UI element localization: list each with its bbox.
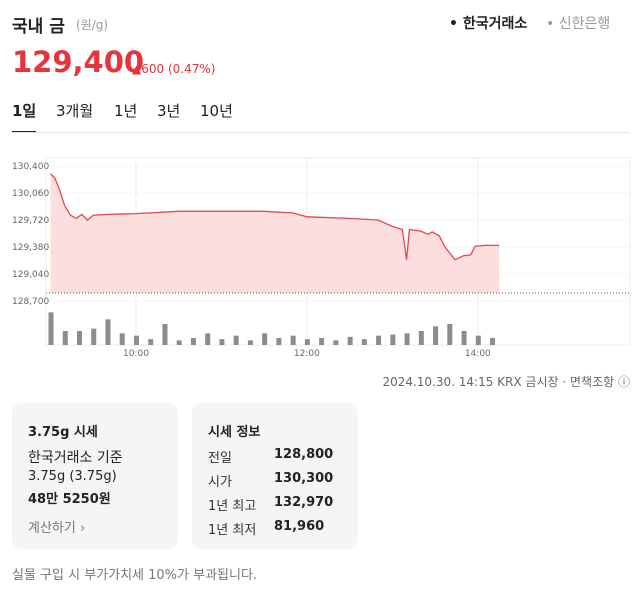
volume-bar xyxy=(133,335,139,345)
volume-bar xyxy=(361,339,367,345)
change-value: 600 xyxy=(141,62,165,76)
tab[interactable]: 1일 xyxy=(12,102,37,120)
source-option[interactable]: • 신한은행 xyxy=(546,16,611,32)
card-title: 3.75g 시세 xyxy=(28,425,98,440)
basis: 한국거래소 기준 xyxy=(28,450,123,466)
divider xyxy=(12,132,630,133)
y-tick-label: 129,040 xyxy=(12,270,49,280)
volume-bar xyxy=(475,335,481,345)
volume-bar xyxy=(333,340,339,345)
unit: (원/g) xyxy=(76,18,109,32)
volume-bar xyxy=(62,331,68,345)
disclaimer[interactable]: 면책조항 xyxy=(570,375,615,389)
volume-bar xyxy=(461,331,467,345)
volume-bar xyxy=(162,324,168,345)
x-tick-label: 14:00 xyxy=(465,349,491,359)
change-pct: (0.47%) xyxy=(167,62,216,76)
source: 한국거래소 xyxy=(462,16,528,32)
volume-bar xyxy=(105,319,111,345)
volume-bar xyxy=(91,328,97,345)
y-tick-label: 129,380 xyxy=(12,243,49,253)
title: 국내 금 xyxy=(12,17,65,37)
row-value: 130,300 xyxy=(274,471,334,486)
y-tick-label: 129,720 xyxy=(12,216,49,226)
volume-bar xyxy=(319,338,325,345)
row-value: 132,970 xyxy=(274,495,334,510)
volume-bar xyxy=(233,335,239,345)
volume-bar xyxy=(433,326,439,345)
area xyxy=(50,173,500,294)
volume-bar xyxy=(176,340,182,345)
volume-bar xyxy=(219,339,225,345)
y-tick-label: 130,400 xyxy=(12,162,49,172)
chart: 10:00 12:00 14:00 130,400 130,060 129,720 129,… xyxy=(12,157,631,359)
volume-bar xyxy=(418,331,424,345)
volume-bar xyxy=(262,333,268,345)
volume-bar xyxy=(205,333,211,345)
volume-bar xyxy=(119,333,125,345)
timestamp: 2024.10.30. 14:15 KRX 금시장 xyxy=(382,375,559,389)
volume-bar xyxy=(404,333,410,345)
price-line xyxy=(50,173,500,261)
x-tick-label: 12:00 xyxy=(294,349,320,359)
card: 3.75g 시세 한국거래소 기준 3.75g (3.75g) 48만 5250… xyxy=(12,403,178,549)
row-label: 전일 xyxy=(208,451,232,466)
volume-bar xyxy=(290,335,296,345)
y-tick-label: 128,700 xyxy=(12,297,49,307)
tab[interactable]: 1년 xyxy=(114,102,138,120)
volume-bar xyxy=(390,334,396,345)
volume-bar xyxy=(48,312,54,345)
card-title: 시세 정보 xyxy=(208,425,261,440)
volume-bar xyxy=(304,339,310,345)
tab[interactable]: 10년 xyxy=(200,102,233,120)
weight: 3.75g (3.75g) xyxy=(28,469,117,484)
price: 129,400 xyxy=(12,45,145,79)
volume-bar xyxy=(148,339,154,345)
volume-bar xyxy=(376,335,382,345)
volume-bar xyxy=(276,338,282,345)
timestamp-row: 2024.10.30. 14:15 KRX 금시장 · 면책조항 ⓘ xyxy=(382,375,630,389)
source: 신한은행 xyxy=(558,16,611,32)
link-text: 계산하기 xyxy=(28,521,76,536)
row-value: 128,800 xyxy=(274,447,334,462)
tab[interactable]: 3년 xyxy=(157,102,181,120)
volume-bar xyxy=(247,340,253,345)
volume-bar xyxy=(447,324,453,345)
row-value: 81,960 xyxy=(274,519,325,534)
y-tick-label: 130,060 xyxy=(12,189,49,199)
row-label: 1년 최고 xyxy=(208,499,257,514)
link[interactable]: 계산하기 › xyxy=(28,521,86,536)
footnote: 실물 구입 시 부가가치세 10%가 부과됩니다. xyxy=(12,568,258,583)
card: 시세 정보 전일 128,800 시가 130,300 1년 최고 132,970 1년 최… xyxy=(192,403,358,549)
row-label: 1년 최저 xyxy=(208,523,257,538)
source-selected[interactable]: • 한국거래소 xyxy=(449,16,528,32)
volume-bar xyxy=(76,331,82,345)
amount: 48만 5250원 xyxy=(28,492,111,507)
volume-bar xyxy=(347,336,353,345)
row-label: 시가 xyxy=(208,475,232,490)
change: ▲600 (0.47%) xyxy=(132,62,216,76)
volume-bar xyxy=(190,338,196,345)
tab[interactable]: 3개월 xyxy=(56,102,94,120)
x-tick-label: 10:00 xyxy=(123,349,149,359)
volume-bar xyxy=(490,338,496,345)
